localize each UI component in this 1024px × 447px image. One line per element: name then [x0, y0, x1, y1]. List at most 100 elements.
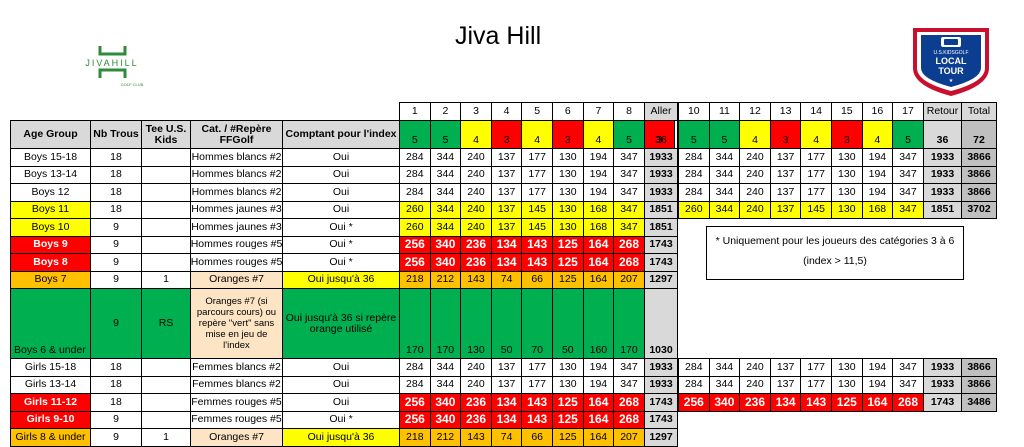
distance-cell: 134	[490, 410, 523, 429]
distance-cell: 284	[399, 183, 431, 202]
distance-cell: 256	[399, 410, 431, 429]
index-cell: Oui	[282, 393, 400, 412]
distance-cell: 268	[613, 235, 645, 254]
distance-cell: 240	[460, 218, 492, 237]
distance-cell: 218	[399, 270, 431, 289]
retour-cell: 1933	[923, 165, 962, 184]
distance-cell: 194	[582, 165, 615, 184]
distance-cell: 194	[861, 183, 894, 202]
distance-cell: 66	[521, 270, 553, 289]
distance-cell: 347	[613, 200, 645, 219]
tee-cell	[141, 235, 191, 254]
hole-number: 4	[490, 102, 523, 121]
distance-cell: 143	[800, 393, 832, 412]
par-aller: 36	[644, 120, 678, 149]
svg-text:TOUR: TOUR	[938, 66, 964, 76]
distance-cell: 134	[490, 393, 523, 412]
distance-cell: 143	[521, 235, 553, 254]
aller-cell: 1933	[644, 148, 678, 167]
distance-cell: 170	[613, 288, 645, 359]
distance-cell: 194	[861, 165, 894, 184]
distance-cell: 284	[678, 375, 710, 394]
tee-cell	[141, 410, 191, 429]
category-cell: Hommes rouges #5	[190, 253, 283, 272]
hole-number: 2	[429, 102, 462, 121]
distance-cell: 212	[429, 428, 462, 447]
nb-trous-cell: 18	[90, 165, 142, 184]
distance-cell: 344	[429, 375, 462, 394]
distance-cell: 125	[552, 428, 584, 447]
distance-cell: 194	[582, 375, 615, 394]
distance-cell: 66	[521, 428, 553, 447]
header-aller: Aller	[644, 102, 678, 121]
svg-text:LOCAL: LOCAL	[936, 56, 967, 66]
distance-cell: 134	[490, 235, 523, 254]
distance-cell: 240	[739, 375, 771, 394]
category-cell: Hommes rouges #5	[190, 235, 283, 254]
distance-cell: 236	[460, 235, 492, 254]
distance-cell: 137	[769, 148, 802, 167]
distance-cell: 137	[490, 165, 523, 184]
distance-cell: 284	[399, 148, 431, 167]
svg-text:GOLF CLUB: GOLF CLUB	[121, 82, 144, 87]
nb-trous-cell: 9	[90, 288, 142, 359]
hole-number: 6	[552, 102, 584, 121]
distance-cell: 137	[490, 148, 523, 167]
distance-cell: 164	[582, 253, 615, 272]
distance-cell: 340	[708, 393, 741, 412]
par-cell: 3	[769, 120, 802, 149]
distance-cell: 260	[399, 218, 431, 237]
aller-cell: 1743	[644, 235, 678, 254]
distance-cell: 212	[429, 270, 462, 289]
nb-trous-cell: 18	[90, 148, 142, 167]
aller-cell: 1030	[644, 288, 678, 359]
distance-cell: 284	[399, 165, 431, 184]
distance-cell: 268	[613, 393, 645, 412]
distance-cell: 170	[429, 288, 462, 359]
distance-cell: 347	[892, 165, 924, 184]
distance-cell: 74	[490, 428, 523, 447]
distance-cell: 164	[582, 270, 615, 289]
total-cell: 3866	[961, 165, 997, 184]
header-retour: Retour	[923, 102, 962, 121]
age-group-cell: Boys 6 & under	[10, 288, 91, 359]
age-group-cell: Boys 7	[10, 270, 91, 289]
distance-cell: 268	[613, 253, 645, 272]
distance-cell: 125	[552, 410, 584, 429]
distance-cell: 344	[429, 148, 462, 167]
category-cell: Hommes jaunes #3	[190, 200, 283, 219]
par-retour: 36	[923, 120, 962, 149]
index-cell: Oui *	[282, 410, 400, 429]
distance-cell: 194	[861, 148, 894, 167]
distance-cell: 256	[399, 235, 431, 254]
par-cell: 5	[892, 120, 924, 149]
distance-cell: 137	[490, 375, 523, 394]
distance-cell: 194	[861, 375, 894, 394]
aller-cell: 1933	[644, 358, 678, 377]
distance-cell: 344	[429, 165, 462, 184]
distance-cell: 143	[521, 253, 553, 272]
retour-cell: 1743	[923, 393, 962, 412]
distance-cell: 130	[831, 358, 863, 377]
age-group-cell: Boys 11	[10, 200, 91, 219]
distance-cell: 256	[399, 253, 431, 272]
total-cell: 3866	[961, 148, 997, 167]
distance-cell: 130	[552, 218, 584, 237]
aller-cell: 1297	[644, 428, 678, 447]
category-cell: Femmes blancs #2	[190, 375, 283, 394]
distance-cell: 168	[582, 218, 615, 237]
distance-cell: 125	[552, 270, 584, 289]
nb-trous-cell: 18	[90, 200, 142, 219]
age-group-cell: Girls 15-18	[10, 358, 91, 377]
category-cell: Oranges #7	[190, 270, 283, 289]
distance-cell: 137	[490, 218, 523, 237]
distance-cell: 347	[613, 148, 645, 167]
distance-cell: 218	[399, 428, 431, 447]
aller-cell: 1297	[644, 270, 678, 289]
distance-cell: 168	[582, 200, 615, 219]
hole-number: 16	[861, 102, 894, 121]
nb-trous-cell: 18	[90, 375, 142, 394]
par-cell: 5	[429, 120, 462, 149]
distance-cell: 240	[460, 358, 492, 377]
distance-cell: 340	[429, 410, 462, 429]
